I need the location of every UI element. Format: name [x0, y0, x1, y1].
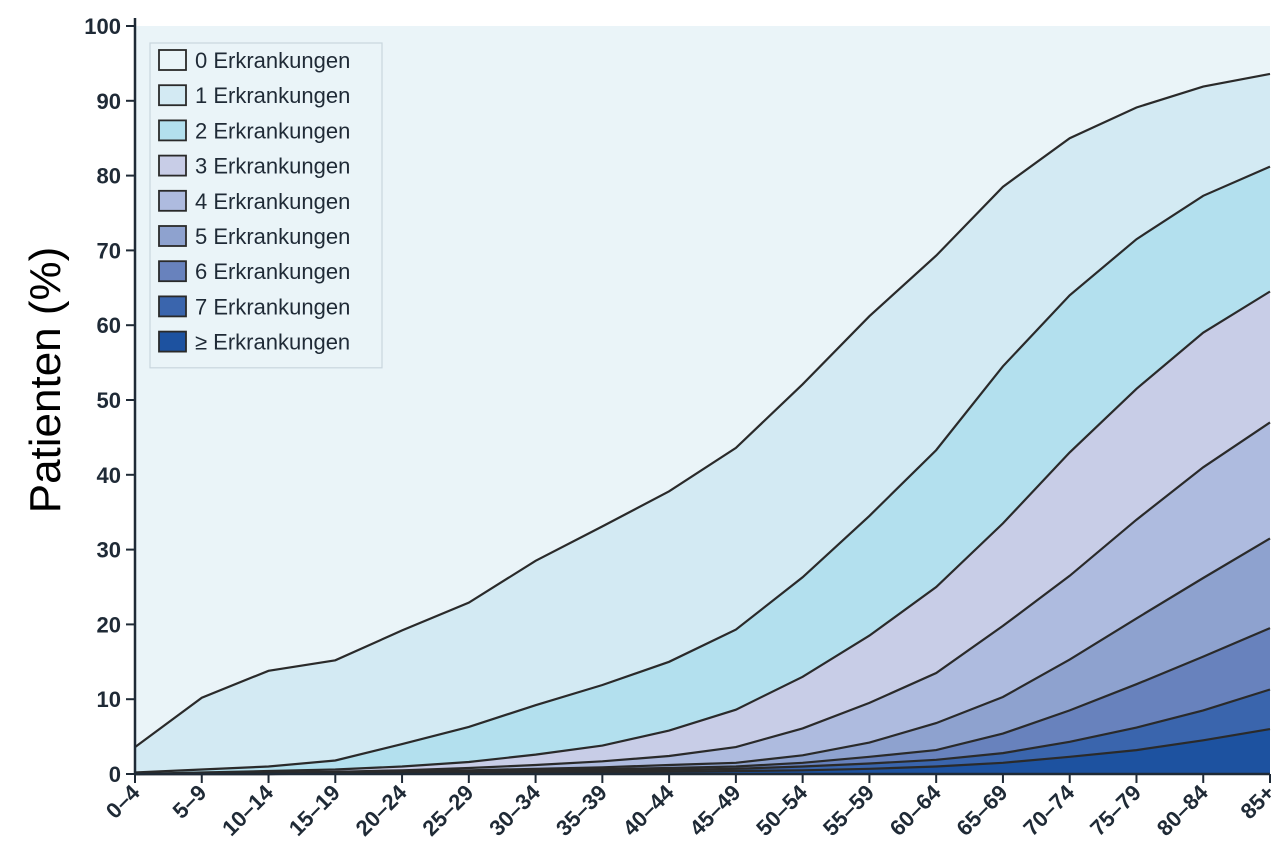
- x-tick-label: 70–74: [1018, 779, 1079, 840]
- x-tick-label: 15–19: [284, 780, 345, 841]
- area-3-erkrankungen: [135, 291, 1270, 774]
- legend-swatch: [158, 225, 187, 247]
- y-tick-label: 60: [97, 313, 121, 338]
- y-tick-label: 0: [109, 762, 121, 787]
- x-tick-label: 35–39: [551, 780, 612, 841]
- area-4-erkrankungen: [135, 422, 1270, 774]
- line-2-erkrankungen: [134, 165, 1271, 774]
- series-outlines: [134, 72, 1271, 776]
- x-tick-label: 65–69: [952, 780, 1013, 841]
- legend-swatch: [158, 119, 187, 142]
- y-tick-label: 40: [97, 463, 121, 488]
- legend: 0 Erkrankungen 1 Erkrankungen 2 Erkrankung…: [149, 42, 383, 369]
- legend-label: 7 Erkrankungen: [195, 294, 350, 319]
- x-tick-label: 75–79: [1085, 780, 1146, 841]
- x-tick-label: 40–44: [618, 779, 679, 840]
- area-ge-erkrankungen: [135, 729, 1270, 774]
- x-tick-label: 0–4: [101, 779, 145, 823]
- legend-label: 1 Erkrankungen: [195, 83, 350, 108]
- y-axis-label: Patienten (%): [21, 247, 70, 514]
- y-tick-label: 90: [97, 89, 121, 114]
- legend-label: 0 Erkrankungen: [195, 48, 350, 73]
- legend-label: 5 Erkrankungen: [195, 224, 350, 249]
- legend-label: 4 Erkrankungen: [195, 189, 350, 214]
- legend-label: ≥ Erkrankungen: [195, 330, 350, 355]
- line-4-erkrankungen: [134, 421, 1271, 776]
- x-tick-label: 55–59: [818, 780, 879, 841]
- legend-swatch: [158, 189, 187, 212]
- area-5-erkrankungen: [135, 538, 1270, 774]
- y-tick-label: 80: [97, 164, 121, 189]
- x-tick-label: 5–9: [168, 780, 212, 824]
- legend-swatch: [158, 295, 187, 318]
- legend-label: 6 Erkrankungen: [195, 259, 350, 284]
- y-tick-label: 70: [97, 238, 121, 263]
- x-tick-label: 30–34: [484, 779, 545, 840]
- area-1-erkrankungen: [135, 73, 1270, 773]
- y-tick-label: 30: [97, 538, 121, 563]
- legend-swatch: [158, 260, 187, 283]
- line-3-erkrankungen: [134, 290, 1271, 776]
- legend-label: 2 Erkrankungen: [195, 118, 350, 143]
- x-tick-label: 25–29: [417, 780, 478, 841]
- x-tick-label: 85+: [1235, 780, 1279, 824]
- line-1-erkrankungen: [134, 72, 1271, 748]
- legend-swatch: [158, 49, 187, 71]
- x-tick-label: 80–84: [1152, 779, 1213, 840]
- x-tick-label: 20–24: [351, 779, 412, 840]
- legend-swatch: [158, 84, 187, 107]
- y-tick-label: 50: [97, 388, 121, 413]
- x-tick-label: 60–64: [885, 779, 946, 840]
- y-tick-label: 20: [97, 612, 121, 637]
- legend-swatch: [158, 330, 187, 353]
- legend-box: [149, 42, 383, 369]
- x-tick-label: 50–54: [751, 779, 812, 840]
- y-tick-label: 100: [84, 14, 121, 39]
- y-tick-label: 10: [97, 687, 121, 712]
- legend-swatch: [158, 154, 187, 177]
- area-0-erkrankungen: [135, 26, 1270, 748]
- x-tick-label: 45–49: [684, 780, 745, 841]
- x-tick-label: 10–14: [217, 779, 278, 840]
- legend-label: 3 Erkrankungen: [195, 154, 350, 179]
